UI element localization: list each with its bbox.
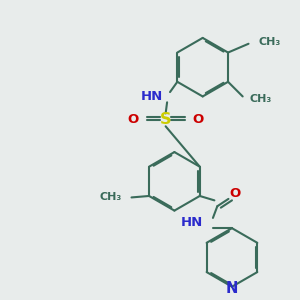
Text: CH₃: CH₃ xyxy=(99,192,121,203)
Text: O: O xyxy=(128,113,139,126)
Text: N: N xyxy=(226,281,238,296)
Text: S: S xyxy=(160,112,171,128)
Text: O: O xyxy=(229,187,241,200)
Text: HN: HN xyxy=(180,216,203,229)
Text: CH₃: CH₃ xyxy=(259,37,281,47)
Text: CH₃: CH₃ xyxy=(250,94,272,104)
Text: HN: HN xyxy=(140,90,163,103)
Text: O: O xyxy=(193,113,204,126)
